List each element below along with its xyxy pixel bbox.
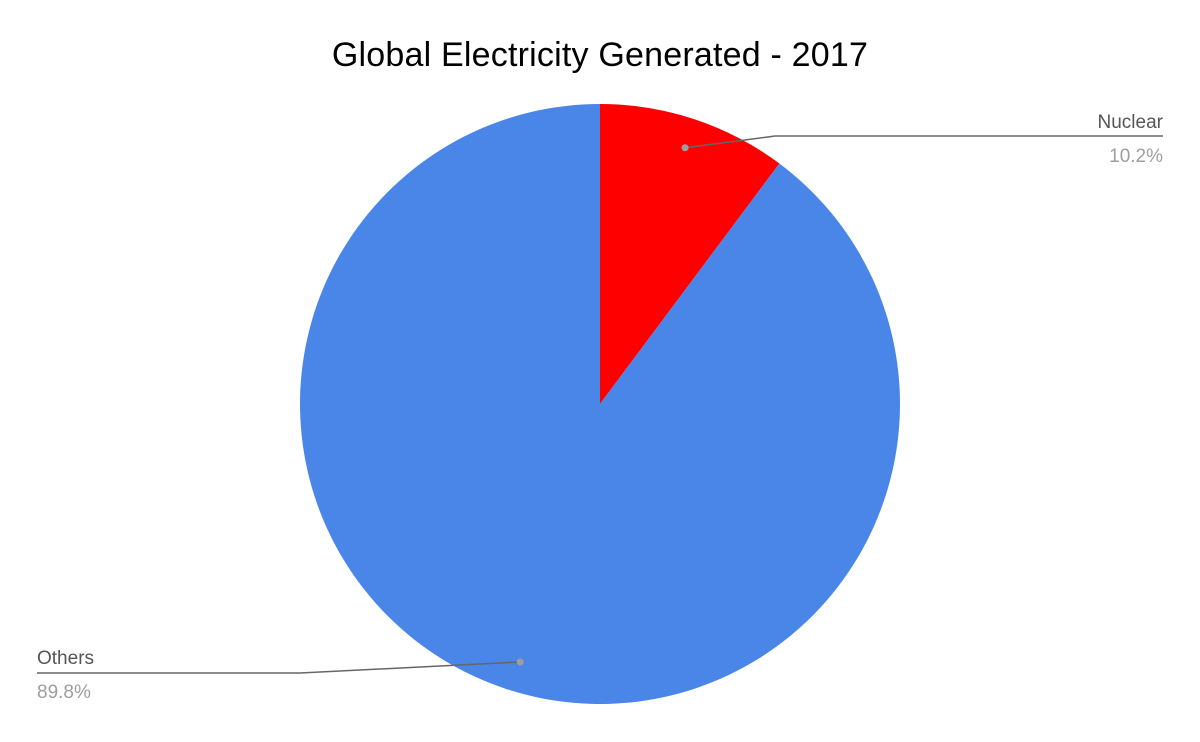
- chart-title: Global Electricity Generated - 2017: [331, 36, 869, 74]
- slices-group: [300, 104, 901, 704]
- pie-slice-nuclear: [600, 104, 780, 404]
- leader-line-others: [37, 661, 521, 674]
- leader-dot-others: [516, 658, 524, 666]
- slice-label-nuclear: Nuclear: [1098, 112, 1164, 133]
- callouts-group: Nuclear 10.2% Others 89.8%: [37, 112, 1164, 703]
- leader-dot-nuclear: [681, 144, 689, 152]
- slice-label-others: Others: [37, 648, 94, 669]
- pie-slice-others: [300, 104, 901, 704]
- slice-percent-nuclear: 10.2%: [1109, 146, 1163, 167]
- slice-percent-others: 89.8%: [37, 682, 91, 703]
- leader-line-nuclear: [684, 135, 1163, 149]
